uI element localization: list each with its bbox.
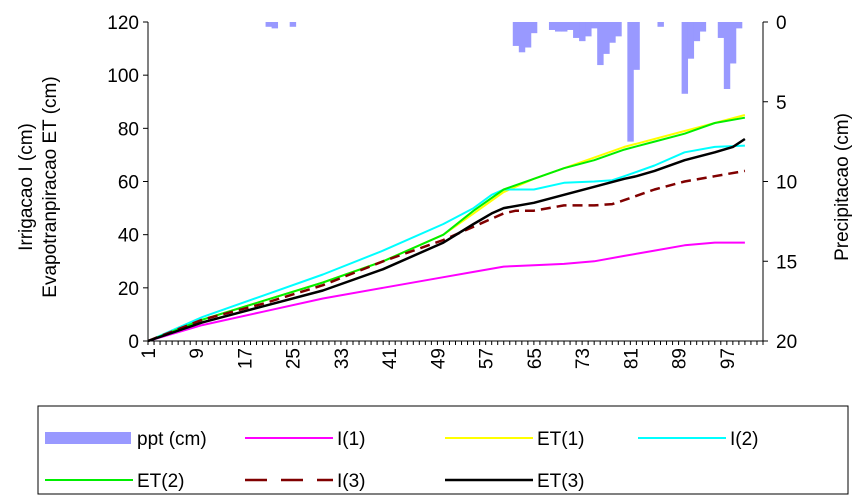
legend-box xyxy=(37,405,849,495)
precipitation-bar xyxy=(687,22,695,59)
precipitation-bar xyxy=(615,22,622,37)
y-left-tick-label: 120 xyxy=(107,13,139,34)
x-tick-label: 89 xyxy=(670,348,691,369)
series-line xyxy=(147,137,746,343)
precipitation-bar xyxy=(265,22,273,27)
precipitation-bar xyxy=(693,22,701,42)
precipitation-bar xyxy=(735,22,743,29)
precipitation-bar xyxy=(548,22,556,30)
precipitation-bar xyxy=(554,22,562,32)
precipitation-bar xyxy=(512,22,520,46)
series-line xyxy=(147,169,746,343)
precipitation-bar xyxy=(717,22,725,38)
x-tick-label: 65 xyxy=(525,348,546,369)
x-tick-label: 33 xyxy=(332,348,353,369)
series-line xyxy=(147,241,745,342)
legend: ppt (cm) I(1) ET(1) I(2) ET(2) I(3) ET(3) xyxy=(37,405,849,495)
precipitation-bar xyxy=(573,22,580,38)
precipitation-bar xyxy=(289,22,297,27)
precipitation-bar xyxy=(579,22,586,42)
legend-label: I(3) xyxy=(337,471,366,492)
x-tick-label: 73 xyxy=(573,348,594,369)
y-left-tick-label: 40 xyxy=(118,226,139,247)
legend-swatch xyxy=(45,432,131,444)
precipitation-bar xyxy=(681,22,689,94)
precipitation-bar xyxy=(271,22,279,29)
legend-label: ppt (cm) xyxy=(137,429,207,450)
y-right-tick-label: 15 xyxy=(776,252,797,273)
precipitation-bar xyxy=(524,22,532,48)
x-tick-label: 9 xyxy=(187,348,208,359)
precipitation-bar xyxy=(585,22,592,37)
x-tick-label: 57 xyxy=(477,348,498,369)
y-left-tick-label: 0 xyxy=(128,332,139,353)
precipitation-bars xyxy=(265,22,743,142)
y-right-tick-label: 0 xyxy=(776,13,787,34)
y-right-tick-label: 10 xyxy=(776,173,797,194)
series-line xyxy=(147,114,746,342)
precipitation-bar xyxy=(699,22,707,32)
legend-label: ET(3) xyxy=(537,471,585,492)
x-tick-label: 1 xyxy=(139,348,160,359)
series-lines xyxy=(147,114,746,343)
series-line xyxy=(147,144,745,342)
legend-item: ET(2) xyxy=(45,471,185,492)
y-left-tick-label: 80 xyxy=(118,119,139,140)
axes: 0 20 40 60 80 100 120 0 5 10 15 20 1 9 17 25 33 41 49 57 65 7… xyxy=(107,13,797,369)
x-tick-label: 17 xyxy=(235,348,256,369)
precipitation-bar xyxy=(729,22,737,64)
y-axis-right-label: Precipitacao (cm) xyxy=(832,113,853,261)
x-tick-label: 25 xyxy=(284,348,305,369)
legend-item: ET(1) xyxy=(445,429,585,450)
legend-label: ET(2) xyxy=(137,471,185,492)
legend-label: I(1) xyxy=(337,429,366,450)
precipitation-bar xyxy=(723,22,731,89)
y-right-tick-label: 20 xyxy=(776,332,797,353)
precipitation-bar xyxy=(567,22,574,30)
precipitation-bar xyxy=(609,22,616,43)
precipitation-bar xyxy=(603,22,610,54)
y-left-tick-label: 100 xyxy=(107,66,139,87)
x-tick-label: 49 xyxy=(428,348,449,369)
precipitation-bar xyxy=(591,22,598,29)
precipitation-bar xyxy=(561,22,568,32)
precipitation-bar xyxy=(657,22,664,27)
legend-label: ET(1) xyxy=(537,429,585,450)
y-left-tick-label: 60 xyxy=(118,173,139,194)
legend-item: I(3) xyxy=(245,471,366,492)
precipitation-bar xyxy=(530,22,538,34)
series-line xyxy=(147,116,746,342)
y-axis-left-label-2: Evapotranpiracao ET (cm) xyxy=(40,76,61,297)
x-tick-label: 97 xyxy=(718,348,739,369)
x-tick-label: 41 xyxy=(380,348,401,369)
x-tick-label: 81 xyxy=(621,348,642,369)
legend-item: I(2) xyxy=(638,429,759,450)
precipitation-bar xyxy=(633,22,640,70)
legend-label: I(2) xyxy=(730,429,759,450)
y-axis-left-label-1: Irrigacao I (cm) xyxy=(16,123,37,251)
legend-item: ET(3) xyxy=(445,471,585,492)
precipitation-bar xyxy=(627,22,634,142)
legend-item: I(1) xyxy=(245,429,366,450)
precipitation-bar xyxy=(597,22,604,66)
y-right-tick-label: 5 xyxy=(776,93,787,114)
precipitation-bar xyxy=(518,22,526,53)
y-left-tick-label: 20 xyxy=(118,279,139,300)
legend-item: ppt (cm) xyxy=(45,429,207,450)
